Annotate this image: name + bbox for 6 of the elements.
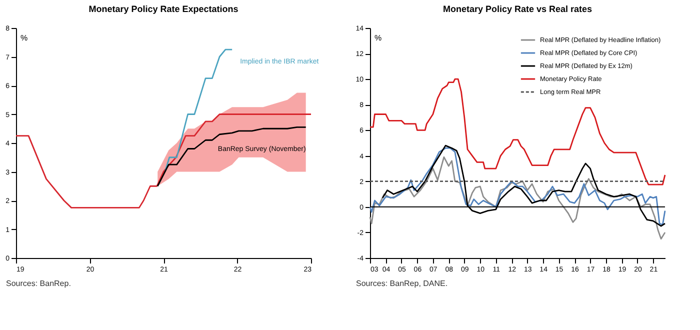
source-note: Sources: BanRep. xyxy=(5,279,72,288)
chart-title: Monetary Policy Rate vs Real rates xyxy=(442,4,592,14)
source-note: Sources: BanRep, DANE. xyxy=(355,279,449,288)
chart-title: Monetary Policy Rate Expectations xyxy=(88,4,238,14)
y-axis-title: % xyxy=(374,34,382,42)
y-axis-title: % xyxy=(20,34,28,42)
